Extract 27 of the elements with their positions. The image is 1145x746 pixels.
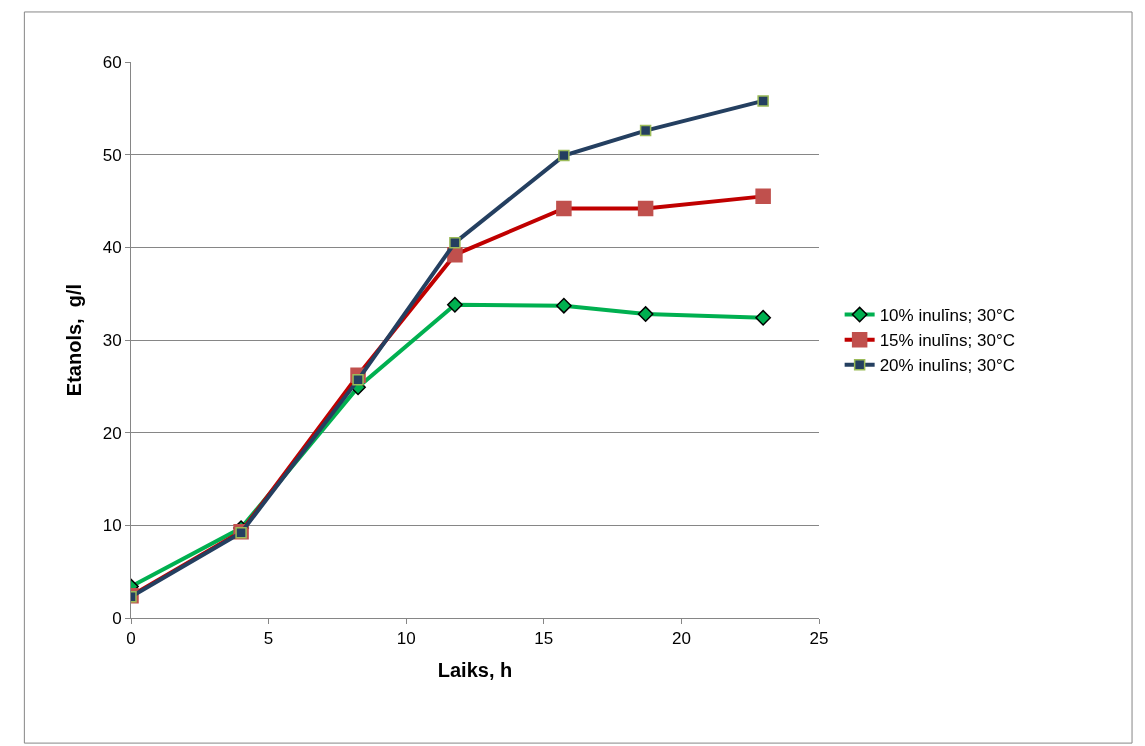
x-tick-label: 15 [534, 629, 554, 649]
y-tick-label: 20 [102, 423, 122, 443]
x-tick-label: 0 [126, 629, 136, 649]
x-tick-label: 5 [263, 629, 274, 649]
point [637, 306, 654, 322]
legend-label: 15% inulīns; 30°C [879, 331, 1015, 351]
point [639, 124, 652, 137]
point [449, 236, 461, 249]
legend-label: 10% inulīns; 30°C [879, 306, 1015, 326]
x-axis-title: Laiks, h [437, 658, 513, 681]
y-tick-label: 30 [102, 330, 122, 350]
x-tick-label: 25 [809, 629, 829, 649]
y-tick-label: 10 [102, 516, 122, 536]
point [555, 297, 572, 314]
point [755, 309, 772, 326]
y-tick-label: 0 [112, 608, 122, 628]
point [558, 149, 570, 162]
y-tick-label: 40 [102, 238, 122, 258]
legend-label: 20% inulīns; 30°C [879, 356, 1015, 376]
y-axis-title: Etanols, g/l [63, 283, 86, 397]
point [352, 374, 364, 386]
point [447, 296, 463, 313]
y-tick-label: 50 [102, 145, 122, 165]
point [757, 95, 769, 107]
y-tick-label: 60 [102, 52, 122, 72]
x-tick-label: 10 [396, 629, 416, 649]
x-tick-label: 20 [671, 629, 691, 649]
